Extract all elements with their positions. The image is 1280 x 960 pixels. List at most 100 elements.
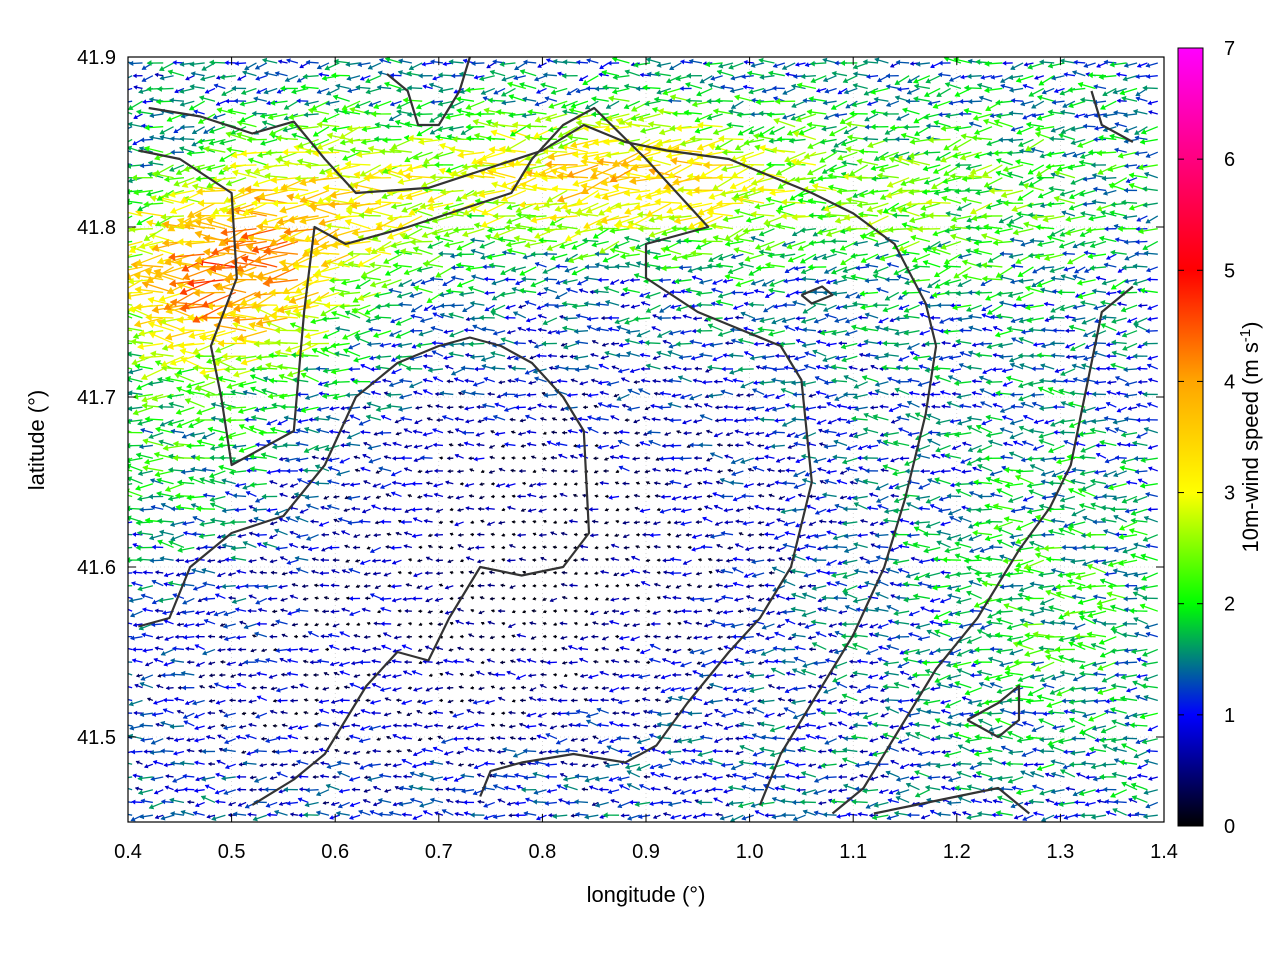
wind-arrow — [854, 543, 868, 548]
wind-arrow — [982, 263, 1002, 268]
wind-arrow — [1128, 407, 1137, 411]
wind-arrow — [413, 430, 422, 434]
wind-arrow — [404, 532, 412, 535]
wind-arrow — [911, 748, 919, 752]
wind-arrow — [291, 686, 298, 689]
wind-arrow — [1070, 709, 1085, 713]
wind-arrow — [742, 494, 754, 498]
wind-arrow — [574, 483, 577, 486]
wind-arrow — [1119, 560, 1137, 565]
wind-arrow — [1149, 777, 1158, 781]
wind-arrow — [381, 607, 391, 611]
wind-arrow — [276, 649, 288, 653]
wind-arrow — [293, 378, 309, 383]
wind-arrow — [367, 674, 370, 677]
wind-arrow — [305, 737, 309, 740]
wind-arrow — [631, 637, 640, 641]
wind-arrow — [888, 227, 909, 233]
wind-arrow — [216, 343, 236, 352]
wind-arrow — [491, 712, 494, 715]
wind-arrow — [751, 788, 764, 792]
wind-arrow — [733, 305, 743, 309]
wind-arrow — [795, 763, 806, 767]
wind-arrow — [1071, 559, 1086, 563]
wind-arrow — [1148, 305, 1158, 310]
wind-arrow — [396, 432, 401, 435]
wind-arrow — [533, 533, 536, 535]
wind-arrow — [497, 750, 505, 753]
wind-arrow — [544, 287, 557, 292]
wind-arrow — [320, 571, 329, 575]
wind-arrow — [562, 596, 567, 599]
wind-arrow — [541, 673, 547, 676]
wind-arrow — [602, 637, 608, 640]
wind-arrow — [592, 241, 609, 247]
wind-arrow — [1027, 509, 1043, 514]
wind-arrow — [479, 687, 485, 690]
wind-arrow — [580, 637, 588, 640]
wind-arrow — [898, 568, 909, 573]
wind-arrow — [260, 571, 267, 574]
wind-arrow — [1011, 264, 1023, 268]
wind-arrow — [449, 649, 453, 652]
wind-arrow — [256, 598, 267, 604]
wind-arrow — [276, 688, 287, 692]
wind-arrow — [225, 739, 236, 744]
wind-arrow — [187, 444, 205, 449]
wind-arrow — [409, 622, 412, 625]
wind-arrow — [165, 786, 173, 790]
wind-arrow — [493, 213, 515, 219]
wind-arrow — [1137, 658, 1147, 662]
wind-arrow — [502, 534, 505, 537]
wind-arrow — [329, 430, 339, 434]
wind-arrow — [445, 672, 453, 675]
wind-arrow — [748, 468, 754, 471]
wind-arrow — [547, 441, 557, 446]
wind-arrow — [521, 648, 526, 651]
wind-arrow — [383, 379, 392, 382]
wind-arrow — [410, 329, 422, 333]
wind-arrow — [678, 622, 681, 625]
wind-arrow — [936, 764, 951, 768]
wind-arrow — [514, 341, 526, 345]
wind-arrow — [521, 686, 526, 689]
wind-arrow — [748, 534, 754, 537]
wind-arrow — [231, 546, 246, 551]
wind-arrow — [773, 736, 785, 740]
wind-arrow — [1039, 719, 1054, 726]
wind-arrow — [218, 573, 226, 577]
wind-arrow — [1117, 391, 1127, 395]
wind-arrow — [196, 802, 205, 806]
wind-arrow — [478, 584, 484, 587]
wind-arrow — [846, 445, 857, 450]
wind-arrow — [393, 734, 402, 738]
wind-arrow — [692, 790, 702, 794]
wind-arrow — [543, 610, 546, 613]
wind-arrow — [570, 584, 578, 587]
wind-arrow — [887, 815, 899, 820]
wind-arrow — [897, 275, 909, 280]
wind-arrow — [655, 699, 660, 702]
wind-arrow — [1101, 324, 1116, 331]
wind-arrow — [184, 624, 195, 628]
wind-arrow — [522, 520, 526, 523]
wind-arrow — [702, 380, 712, 384]
wind-arrow — [713, 673, 723, 677]
wind-arrow — [1060, 419, 1075, 424]
wind-arrow — [881, 713, 888, 717]
wind-arrow — [342, 430, 350, 433]
wind-arrow — [930, 598, 940, 602]
wind-arrow — [1039, 433, 1054, 439]
wind-arrow — [381, 415, 391, 420]
wind-arrow — [947, 801, 960, 805]
wind-arrow — [891, 458, 899, 462]
wind-arrow — [675, 279, 692, 284]
wind-arrow — [1014, 815, 1023, 819]
wind-arrow — [645, 407, 650, 410]
wind-arrow — [694, 636, 702, 639]
wind-arrow — [894, 620, 909, 624]
wind-arrow — [860, 700, 868, 703]
wind-arrow — [155, 609, 163, 612]
wind-arrow — [593, 736, 598, 739]
wind-arrow — [333, 624, 339, 627]
